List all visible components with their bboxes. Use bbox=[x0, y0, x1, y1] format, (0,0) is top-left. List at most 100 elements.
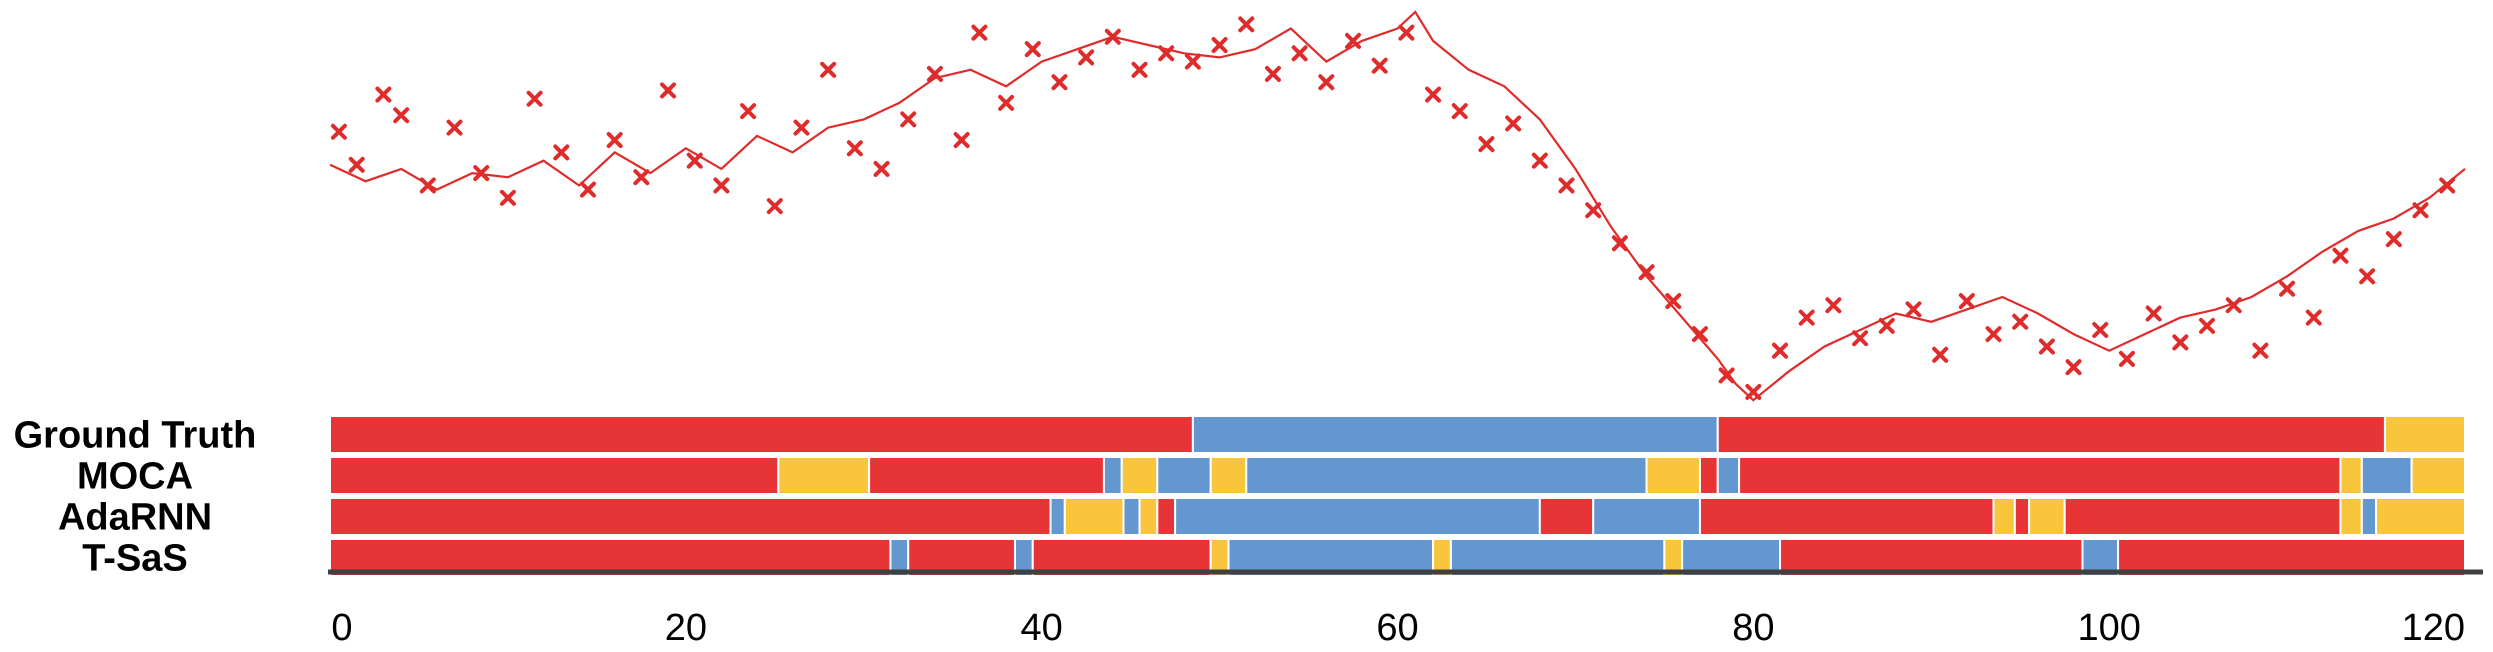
scatter-point bbox=[1745, 383, 1762, 400]
scatter-point bbox=[526, 90, 543, 107]
row-label: Ground Truth bbox=[14, 415, 257, 457]
segment-red bbox=[1538, 497, 1595, 536]
scatter-point bbox=[1798, 309, 1815, 326]
x-tick-labels: 0 20 40 60 80 100 120 bbox=[331, 607, 2465, 649]
scatter-point bbox=[633, 169, 650, 186]
scatter-point bbox=[1238, 16, 1255, 33]
scatter-point bbox=[1558, 177, 1575, 194]
scatter-point bbox=[1905, 301, 1922, 318]
scatter-point bbox=[1318, 74, 1335, 91]
scatter-point bbox=[330, 123, 347, 140]
segment-red bbox=[1156, 497, 1177, 536]
scatter-point bbox=[2145, 305, 2162, 322]
scatter-point bbox=[1184, 53, 1201, 70]
segment-red bbox=[329, 415, 1194, 454]
segment-red bbox=[1738, 456, 2342, 495]
x-tick-label: 0 bbox=[331, 607, 352, 649]
segment-yellow bbox=[2339, 456, 2363, 495]
scatter-point bbox=[553, 144, 570, 161]
segment-yellow bbox=[2410, 456, 2466, 495]
scatter-point bbox=[1051, 74, 1068, 91]
segment-red bbox=[2013, 497, 2031, 536]
scatter-point bbox=[793, 119, 810, 136]
segment-yellow bbox=[777, 456, 871, 495]
scatter-point bbox=[1691, 326, 1708, 343]
scatter-point bbox=[971, 24, 988, 41]
scatter-point bbox=[2439, 177, 2456, 194]
segment-blue bbox=[1102, 456, 1123, 495]
x-tick-label: 120 bbox=[2402, 607, 2465, 649]
scatter-point bbox=[2332, 247, 2349, 264]
x-tick-label: 20 bbox=[665, 607, 707, 649]
row-label: AdaRNN bbox=[58, 497, 212, 539]
scatter-point bbox=[713, 177, 730, 194]
scatter-point bbox=[900, 111, 917, 128]
scatter-point bbox=[766, 198, 783, 215]
scatter-point bbox=[2092, 322, 2109, 339]
segment-red bbox=[1716, 415, 2386, 454]
x-tick-label: 100 bbox=[2077, 607, 2140, 649]
scatter-point bbox=[2305, 309, 2322, 326]
scatter-point bbox=[2199, 317, 2216, 334]
segment-yellow bbox=[2339, 497, 2363, 536]
segment-red bbox=[329, 497, 1052, 536]
scatter-point bbox=[1611, 235, 1628, 252]
row-label: MOCA bbox=[77, 456, 193, 498]
scatter-point bbox=[2412, 202, 2429, 219]
scatter-point bbox=[740, 103, 757, 120]
scatter-point bbox=[1505, 115, 1522, 132]
scatter-point bbox=[606, 132, 623, 149]
segment-blue bbox=[1191, 415, 1719, 454]
scatter-point bbox=[1104, 28, 1121, 45]
scatter-point bbox=[1985, 326, 2002, 343]
segment-red bbox=[329, 456, 780, 495]
segment-yellow bbox=[2383, 415, 2466, 454]
scatter-point bbox=[1291, 45, 1308, 62]
segment-red bbox=[1698, 497, 1995, 536]
segment-blue bbox=[1716, 456, 1741, 495]
scatter-point bbox=[846, 140, 863, 157]
segment-yellow bbox=[1138, 497, 1159, 536]
scatter-point bbox=[2252, 342, 2269, 359]
scatter-point bbox=[1852, 330, 1869, 347]
scatter-point bbox=[1264, 65, 1281, 82]
segment-blue bbox=[1592, 497, 1701, 536]
scatter-point bbox=[1371, 57, 1388, 74]
scatter-point bbox=[1398, 24, 1415, 41]
x-tick-label: 40 bbox=[1021, 607, 1063, 649]
scatter-point bbox=[348, 156, 365, 173]
segment-yellow bbox=[1645, 456, 1701, 495]
segment-blue bbox=[2360, 456, 2413, 495]
scatter-point bbox=[1665, 293, 1682, 310]
scatter-point bbox=[2279, 280, 2296, 297]
scatter-point bbox=[1531, 152, 1548, 169]
row-label: T-SaS bbox=[82, 538, 188, 580]
scatter-point bbox=[2065, 359, 2082, 376]
prediction-line bbox=[329, 10, 2466, 402]
x-tick-label: 60 bbox=[1376, 607, 1418, 649]
scatter-point bbox=[499, 189, 516, 206]
scatter-point bbox=[1131, 61, 1148, 78]
segment-yellow bbox=[1992, 497, 2016, 536]
scatter-point bbox=[686, 152, 703, 169]
scatter-point bbox=[579, 181, 596, 198]
scatter-point bbox=[473, 165, 490, 182]
scatter-point bbox=[2225, 297, 2242, 314]
scatter-line-plot bbox=[329, 10, 2466, 402]
scatter-point bbox=[1478, 136, 1495, 153]
scatter-point bbox=[2359, 268, 2376, 285]
segment-blue bbox=[1049, 497, 1066, 536]
scatter-point bbox=[2038, 338, 2055, 355]
segment-blue bbox=[1245, 456, 1648, 495]
scatter-point bbox=[2172, 334, 2189, 351]
segment-yellow bbox=[2375, 497, 2467, 536]
scatter-point bbox=[446, 119, 463, 136]
scatter-point bbox=[2012, 313, 2029, 330]
segment-red bbox=[2063, 497, 2342, 536]
scatter-point bbox=[1825, 297, 1842, 314]
scatter-point bbox=[660, 82, 677, 99]
scatter-point bbox=[1024, 41, 1041, 58]
segmentation-rows bbox=[329, 415, 2467, 577]
